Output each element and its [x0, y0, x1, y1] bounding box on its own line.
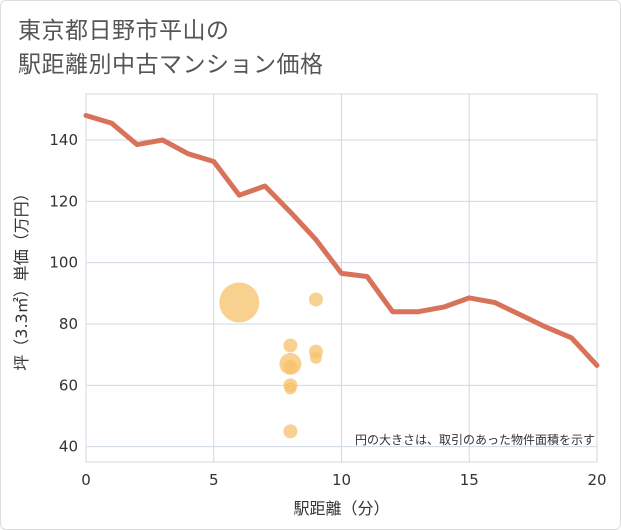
- x-tick-label: 5: [209, 471, 219, 489]
- y-tick-labels: 40 60 80 100 120 140: [49, 131, 78, 456]
- y-axis-title: 坪（3.3㎡）単価（万円）: [12, 185, 31, 370]
- y-tick-label: 40: [59, 438, 78, 456]
- line-series-group: [83, 113, 600, 368]
- price-line: [83, 113, 600, 368]
- chart-title: 東京都日野市平山の 駅距離別中古マンション価格: [18, 18, 324, 78]
- x-tick-label: 0: [81, 471, 91, 489]
- bubble-point: [219, 282, 260, 323]
- x-tick-labels: 0 5 10 15 20: [81, 471, 606, 489]
- x-tick-label: 15: [460, 471, 479, 489]
- bubble-point: [283, 424, 298, 439]
- bubble-point: [309, 351, 322, 364]
- y-tick-label: 120: [49, 192, 78, 210]
- bubble-point: [283, 359, 298, 374]
- bubble-point: [283, 338, 298, 353]
- x-tick-label: 20: [587, 471, 606, 489]
- y-tick-label: 60: [59, 376, 78, 394]
- y-tick-label: 80: [59, 315, 78, 333]
- x-axis-title: 駅距離（分）: [293, 499, 389, 518]
- y-tick-label: 100: [49, 254, 78, 272]
- x-tick-label: 10: [332, 471, 351, 489]
- bubble-point: [308, 292, 323, 307]
- y-tick-label: 140: [49, 131, 78, 149]
- bubble-point: [284, 382, 297, 395]
- grid-lines: [85, 93, 598, 463]
- size-note: 円の大きさは、取引のあった物件面積を示す: [355, 432, 595, 447]
- bubble-series: [219, 282, 323, 439]
